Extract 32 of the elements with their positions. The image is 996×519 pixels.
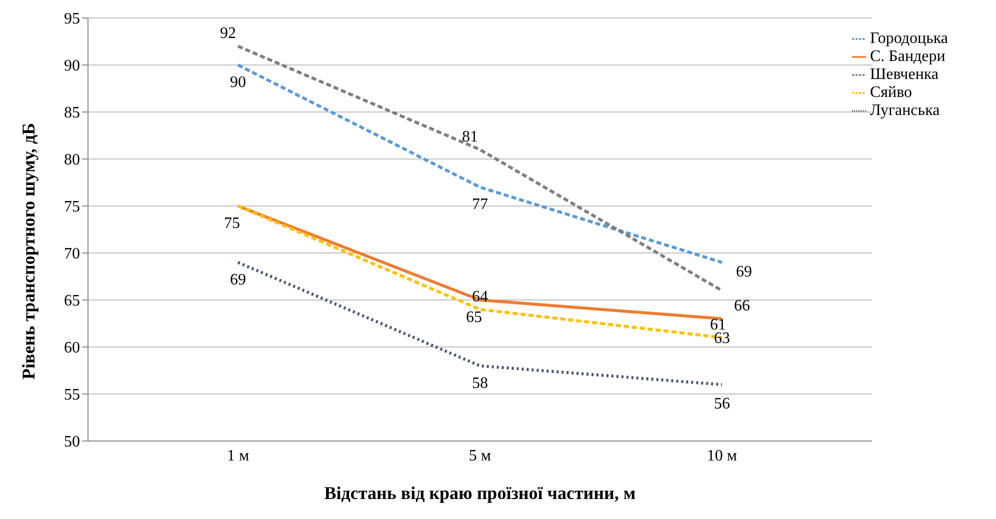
- y-tick-label: 65: [64, 292, 80, 310]
- x-tick-label: 5 м: [468, 447, 492, 464]
- data-label: 66: [734, 298, 750, 315]
- legend-label: Луганська: [870, 102, 940, 119]
- data-label: 75: [224, 215, 240, 232]
- data-label: 92: [220, 25, 236, 42]
- data-label: 58: [472, 374, 488, 392]
- x-axis-title: Відстань від краю проїзної частини, м: [324, 483, 636, 503]
- y-tick-label: 85: [64, 104, 80, 122]
- x-tick-label: 10 м: [706, 447, 738, 464]
- y-tick-label: 95: [64, 10, 80, 28]
- y-tick-label: 90: [64, 58, 80, 75]
- legend-label: Шевченка: [870, 66, 939, 83]
- data-label: 81: [462, 128, 478, 146]
- y-axis-title: Рівень транспортного шуму, дБ: [18, 122, 38, 380]
- legend-label: Городоцька: [870, 30, 948, 47]
- data-label: 69: [736, 263, 752, 280]
- y-tick-label: 75: [64, 198, 80, 216]
- y-tick-label: 80: [64, 152, 80, 169]
- y-tick-label: 55: [64, 386, 80, 404]
- y-tick-label: 50: [64, 434, 80, 451]
- data-label: 63: [714, 330, 730, 347]
- legend-label: Сяйво: [870, 84, 912, 101]
- y-tick-label: 60: [64, 340, 80, 357]
- data-label: 90: [230, 74, 246, 91]
- data-label: 77: [472, 196, 488, 214]
- x-tick-label: 1 м: [226, 447, 250, 464]
- y-tick-label: 70: [64, 246, 80, 263]
- legend-label: С. Бандери: [870, 48, 946, 65]
- data-label: 65: [466, 309, 482, 326]
- data-label: 56: [714, 396, 730, 413]
- data-label: 69: [230, 271, 246, 288]
